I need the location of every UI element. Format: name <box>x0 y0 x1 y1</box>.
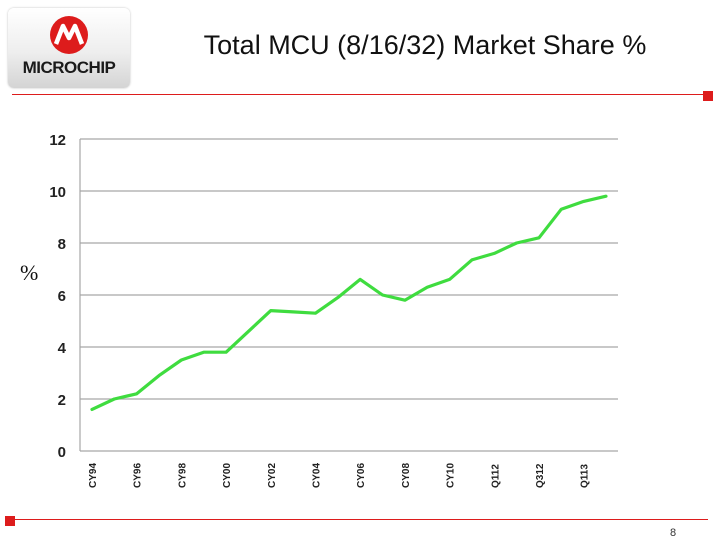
y-tick-label-12: 12 <box>49 132 66 149</box>
slide-title: Total MCU (8/16/32) Market Share % <box>203 30 647 60</box>
x-tick-label-CY00: CY00 <box>222 463 233 488</box>
x-tick-label-CY94: CY94 <box>88 463 99 488</box>
x-tick-label-CY98: CY98 <box>177 463 188 488</box>
x-tick-label-Q312: Q312 <box>535 463 546 488</box>
y-tick-label-10: 10 <box>49 184 66 201</box>
header-divider-square <box>703 91 713 101</box>
x-tick-label-Q113: Q113 <box>580 464 591 488</box>
y-tick-label-0: 0 <box>58 444 66 461</box>
y-axis-label: % <box>20 260 39 285</box>
series-line-0 <box>90 194 608 411</box>
footer-divider <box>12 519 708 520</box>
x-tick-label-Q112: Q112 <box>490 464 501 488</box>
header-divider <box>12 94 708 95</box>
microchip-logo-icon <box>50 16 88 54</box>
page-number: 8 <box>670 527 677 539</box>
x-tick-label-CY04: CY04 <box>311 463 322 488</box>
y-tick-label-4: 4 <box>58 340 67 357</box>
footer-divider-square <box>5 516 15 526</box>
logo-wordmark: MICROCHIP <box>22 58 116 77</box>
microchip-logo: MICROCHIP <box>8 8 130 88</box>
y-tick-label-2: 2 <box>58 392 66 409</box>
x-tick-label-CY06: CY06 <box>356 463 367 488</box>
x-tick-label-CY96: CY96 <box>133 463 144 488</box>
y-tick-label-6: 6 <box>58 288 66 305</box>
x-tick-label-CY10: CY10 <box>446 463 457 488</box>
x-tick-label-CY08: CY08 <box>401 463 412 488</box>
x-tick-label-CY02: CY02 <box>267 463 278 488</box>
y-tick-label-8: 8 <box>58 236 66 253</box>
